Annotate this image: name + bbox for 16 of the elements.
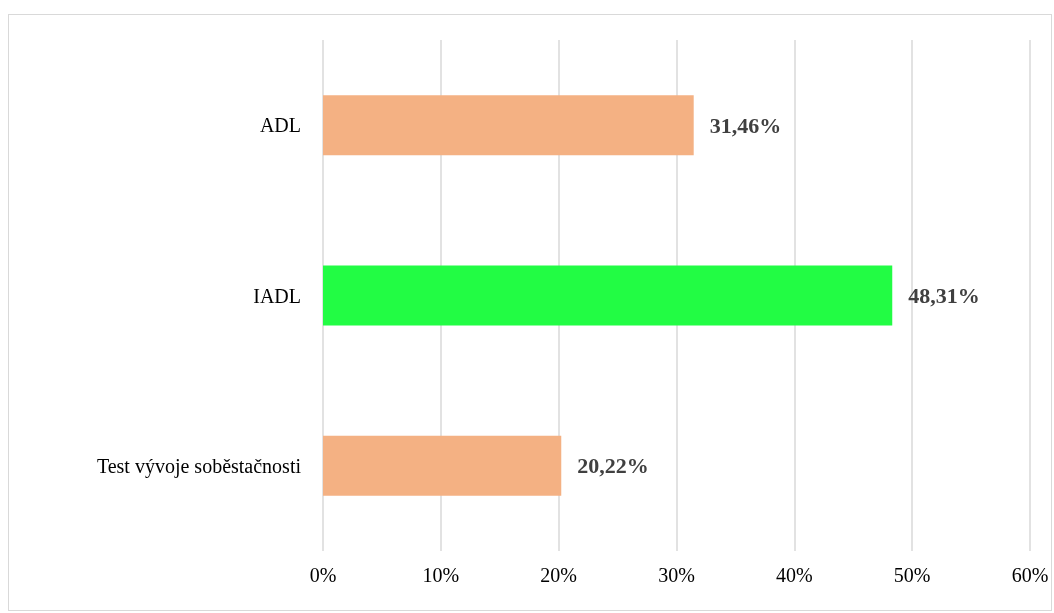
data-label: 20,22%: [577, 453, 649, 479]
data-label: 48,31%: [908, 283, 980, 308]
bar: [323, 265, 893, 326]
y-tick-label: Test vývoje soběstačnosti: [96, 454, 302, 478]
y-tick-label: ADL: [259, 114, 301, 137]
bar: [323, 435, 562, 496]
x-tick-label: 0%: [309, 564, 337, 586]
x-tick-label: 60%: [1011, 564, 1049, 586]
x-tick-label: 40%: [776, 564, 813, 586]
x-tick-label: 30%: [658, 564, 695, 586]
x-tick-label: 50%: [893, 564, 931, 586]
y-tick-label: IADL: [253, 284, 301, 307]
bar: [323, 95, 694, 156]
x-tick-label: 20%: [540, 564, 577, 586]
x-tick-label: 10%: [422, 564, 460, 586]
data-label: 31,46%: [709, 112, 782, 138]
